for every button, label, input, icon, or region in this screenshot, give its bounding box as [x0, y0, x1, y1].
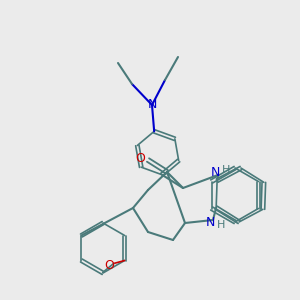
Text: N: N [210, 166, 220, 178]
Text: N: N [205, 217, 215, 230]
Text: H: H [222, 165, 230, 175]
Text: O: O [135, 152, 145, 166]
Text: O: O [105, 259, 115, 272]
Text: N: N [147, 98, 157, 112]
Text: H: H [217, 220, 225, 230]
